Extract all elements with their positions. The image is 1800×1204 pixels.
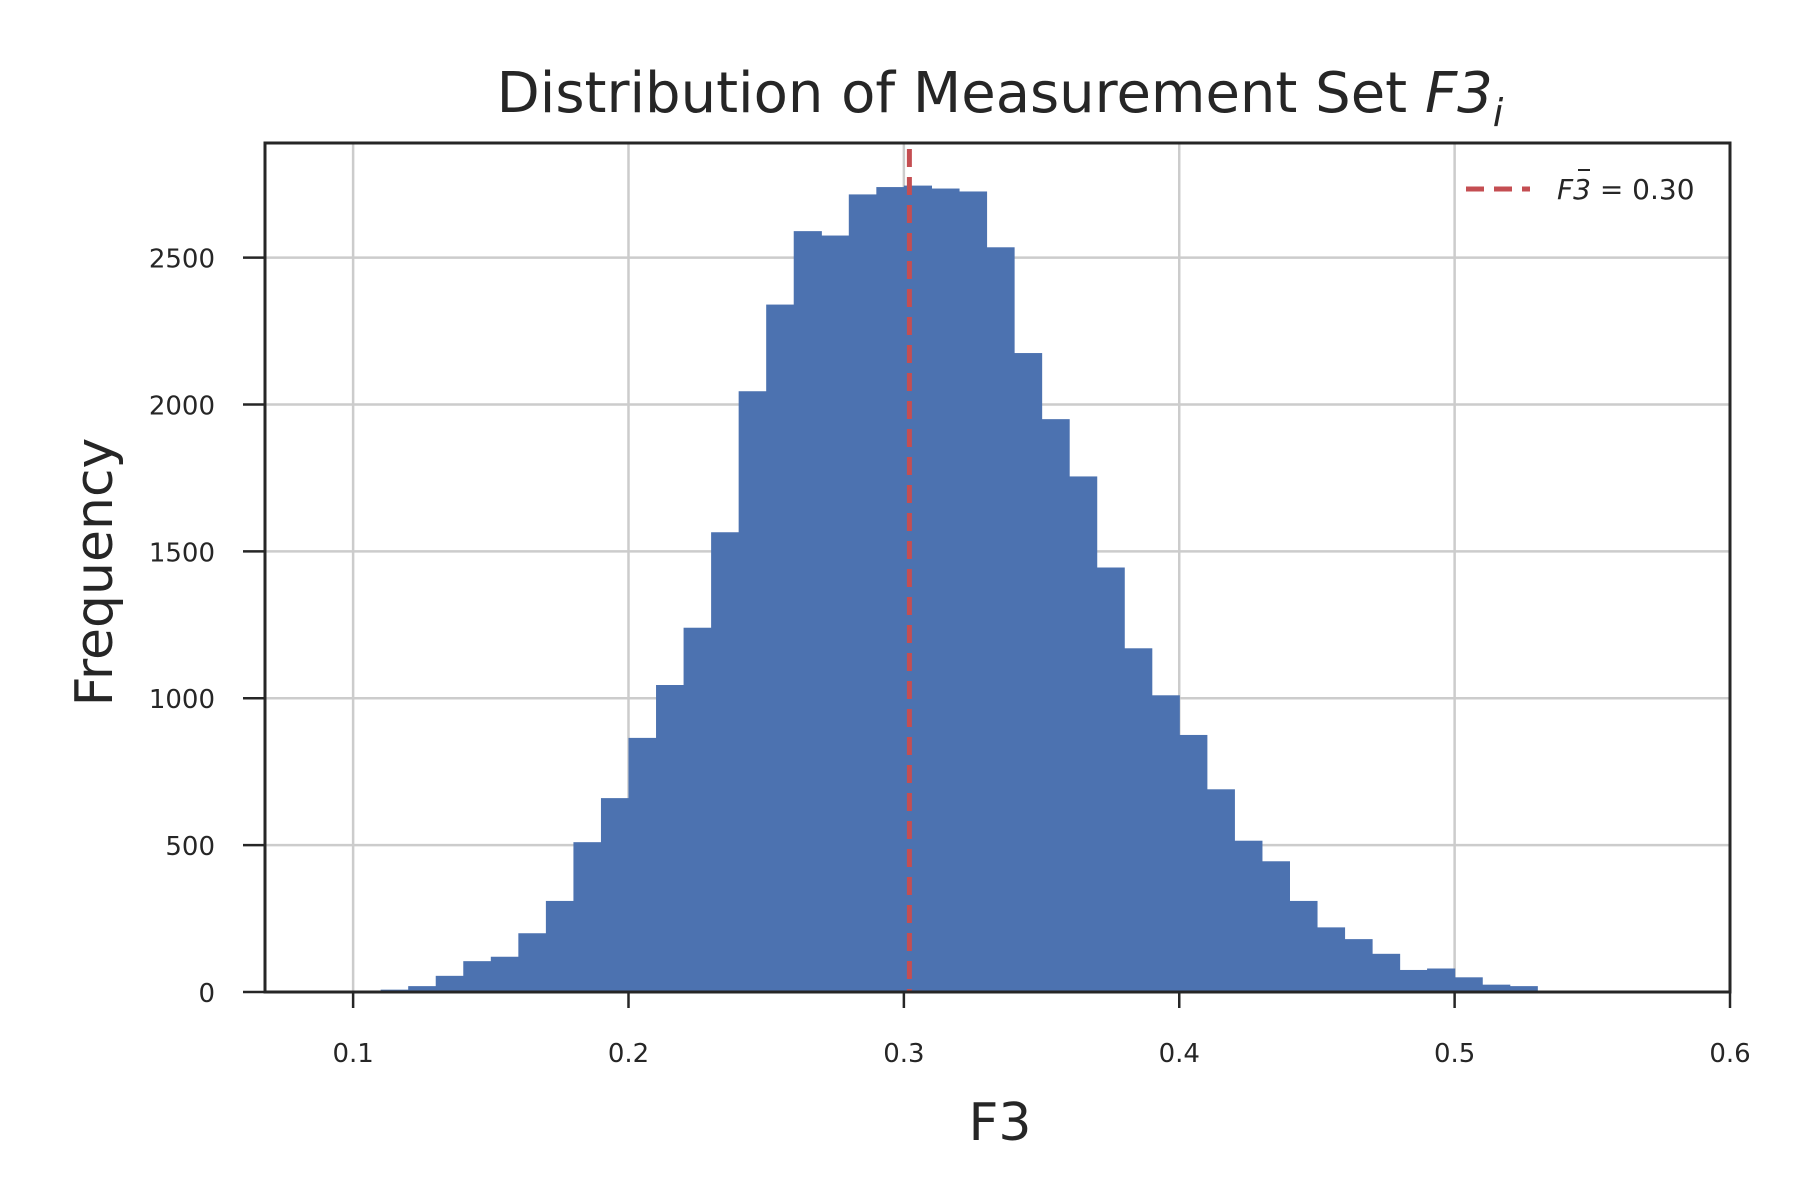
histogram-bar [1124, 648, 1153, 992]
x-tick-label: 0.6 [1709, 1039, 1750, 1069]
histogram-bar [793, 231, 822, 993]
histogram-bar [1014, 353, 1043, 992]
histogram-bar [1234, 840, 1263, 992]
histogram-bar [1261, 861, 1290, 992]
histogram-bar [490, 956, 519, 992]
legend: F3 = 0.30 [1466, 169, 1695, 206]
histogram-bar [518, 933, 547, 992]
histogram-bar [711, 532, 740, 992]
histogram-bar [656, 685, 685, 992]
x-tick-label: 0.4 [1159, 1039, 1200, 1069]
histogram-bar [1509, 986, 1538, 992]
y-tick-label: 1000 [149, 685, 215, 715]
histogram-bar [958, 191, 988, 993]
y-tick-label: 0 [198, 979, 215, 1009]
histogram-bar [573, 842, 602, 992]
legend-mean-label: F3 = 0.30 [1557, 173, 1695, 206]
histogram-bar [1399, 969, 1428, 992]
chart-title-main: Distribution of Measurement Set [497, 61, 1425, 126]
histogram-bar [1179, 734, 1208, 992]
histogram-bar [545, 900, 575, 992]
y-tick-label: 1500 [149, 538, 215, 568]
histogram-bar [1289, 900, 1318, 992]
chart-title: Distribution of Measurement Set F3i [497, 61, 1504, 135]
plot-frame [263, 141, 1732, 994]
histogram-bar [1454, 977, 1483, 992]
histogram-bar [1372, 953, 1401, 992]
histogram-bar [1482, 984, 1511, 992]
histogram-bar [408, 986, 437, 992]
histogram-bar [1151, 695, 1180, 992]
histogram-bar [1206, 789, 1235, 992]
x-tick-label: 0.2 [608, 1039, 649, 1069]
bars-layer [353, 185, 1538, 993]
histogram-bar [766, 304, 795, 992]
legend-mean-variable: F3 [1557, 173, 1591, 206]
histogram-bar [435, 975, 464, 992]
x-axis-label: F3 [969, 1093, 1032, 1153]
histogram-bar [848, 194, 877, 992]
chart-title-variable: F3 [1425, 61, 1493, 126]
histogram-bar [1316, 927, 1346, 992]
y-tick-label: 2000 [149, 391, 215, 421]
histogram-bar [683, 627, 712, 992]
x-tick-label: 0.1 [332, 1039, 373, 1069]
histogram-bar [876, 187, 905, 993]
chart-title-subscript: i [1493, 91, 1504, 135]
histogram-bar [738, 391, 767, 992]
histogram-bar [463, 961, 492, 992]
y-tick-label: 2500 [149, 245, 215, 275]
histogram-bar [821, 235, 850, 992]
legend-mean-value: = 0.30 [1591, 173, 1695, 206]
x-tick-label: 0.5 [1434, 1039, 1475, 1069]
histogram-bar [1344, 939, 1373, 992]
histogram-bar [628, 737, 657, 992]
y-tick-label: 500 [165, 832, 215, 862]
histogram-bar [600, 798, 630, 992]
histogram-bar [986, 247, 1015, 992]
x-tick-label: 0.3 [883, 1039, 924, 1069]
histogram-bar [1096, 567, 1125, 992]
histogram-bar [931, 188, 960, 992]
histogram-bar [1427, 968, 1456, 992]
y-axis-label: Frequency [65, 438, 125, 707]
histogram-bar [1069, 476, 1098, 992]
ticks-layer: 0.1 0.2 0.3 0.4 0.5 0.6 0 500 1000 1500 2000 2500 [149, 245, 1751, 1069]
histogram-bar [1041, 419, 1070, 992]
